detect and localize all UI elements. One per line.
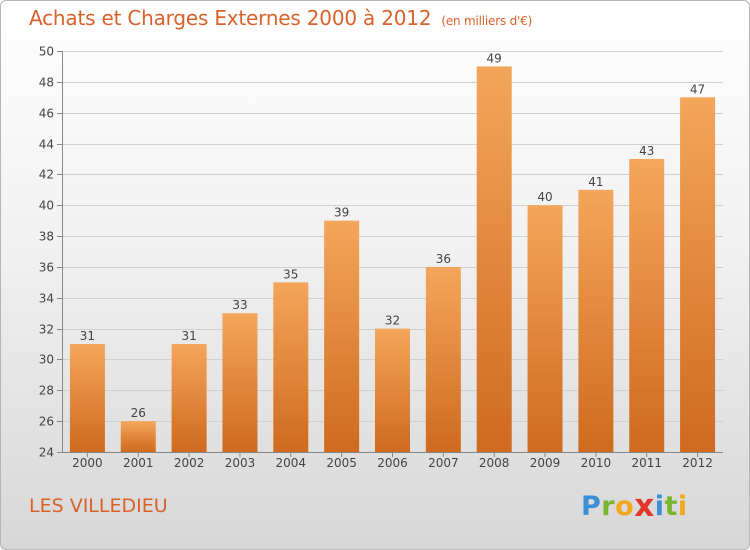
x-tick-label: 2001 — [123, 456, 154, 470]
chart-title-text: Achats et Charges Externes 2000 à 2012 — [29, 6, 432, 30]
data-label: 35 — [283, 267, 298, 281]
data-label: 31 — [181, 329, 196, 343]
logo-letter: t — [664, 491, 678, 522]
bar-2002 — [171, 344, 207, 452]
y-tick-label: 30 — [39, 353, 54, 367]
x-tick-label: 2008 — [479, 456, 510, 470]
x-tick-label: 2000 — [72, 456, 103, 470]
x-tick-label: 2010 — [581, 456, 612, 470]
logo-letter: P — [581, 491, 602, 522]
y-tick-label: 48 — [39, 76, 54, 90]
bar-2008 — [476, 66, 512, 452]
axes: 24 26 28 30 32 34 36 38 40 42 44 46 48 50 2000 2001 2002… — [39, 45, 723, 470]
data-label: 49 — [487, 51, 502, 65]
bar-2004 — [273, 282, 309, 452]
data-label: 33 — [232, 298, 247, 312]
y-tick-label: 26 — [39, 415, 54, 429]
proxiti-logo[interactable]: Proxiti — [581, 487, 688, 524]
bar-2000 — [69, 344, 105, 452]
data-label: 32 — [385, 314, 400, 328]
bar-2007 — [425, 266, 461, 452]
x-tick-label: 2012 — [682, 456, 713, 470]
y-tick-label: 32 — [39, 323, 54, 337]
x-tick-label: 2009 — [530, 456, 561, 470]
bar-2012 — [680, 97, 716, 453]
data-label: 43 — [639, 144, 654, 158]
y-tick-label: 50 — [39, 45, 54, 59]
town-name: LES VILLEDIEU — [29, 495, 168, 517]
x-tick-label: 2003 — [225, 456, 256, 470]
bar-2003 — [222, 313, 258, 452]
y-tick-label: 24 — [39, 446, 54, 460]
bar-2001 — [120, 421, 156, 452]
bars — [69, 66, 716, 453]
logo-letter: x — [634, 488, 655, 524]
y-tick-label: 42 — [39, 168, 54, 182]
x-tick-label: 2011 — [631, 456, 662, 470]
chart-title: Achats et Charges Externes 2000 à 2012 (e… — [29, 6, 532, 30]
bar-2005 — [324, 220, 360, 452]
data-label: 39 — [334, 206, 349, 220]
y-tick-label: 34 — [39, 292, 54, 306]
y-tick-label: 38 — [39, 230, 54, 244]
x-tick-label: 2004 — [276, 456, 307, 470]
chart-subtitle: (en milliers d'€) — [441, 14, 533, 28]
logo-letter: r — [601, 491, 616, 522]
data-label: 47 — [690, 82, 705, 96]
y-tick-label: 46 — [39, 107, 54, 121]
x-tick-label: 2002 — [174, 456, 205, 470]
x-tick-label: 2006 — [377, 456, 408, 470]
x-tick-label: 2005 — [326, 456, 357, 470]
y-tick-label: 40 — [39, 199, 54, 213]
x-tick-label: 2007 — [428, 456, 459, 470]
bar-2011 — [629, 158, 665, 452]
logo-letter: i — [654, 491, 665, 522]
logo-letter: i — [677, 491, 688, 522]
data-label: 41 — [588, 175, 603, 189]
y-tick-label: 36 — [39, 261, 54, 275]
bar-2009 — [527, 205, 563, 452]
data-label: 36 — [436, 252, 451, 266]
y-tick-label: 28 — [39, 384, 54, 398]
logo-letter: o — [615, 491, 635, 522]
y-tick-label: 44 — [39, 138, 54, 152]
data-label: 26 — [131, 406, 146, 420]
data-label: 40 — [537, 190, 552, 204]
bar-2010 — [578, 189, 614, 453]
data-labels: 31 26 31 33 35 39 32 36 49 40 41 43 47 — [80, 51, 705, 420]
bar-2006 — [375, 328, 410, 452]
data-label: 31 — [80, 329, 95, 343]
